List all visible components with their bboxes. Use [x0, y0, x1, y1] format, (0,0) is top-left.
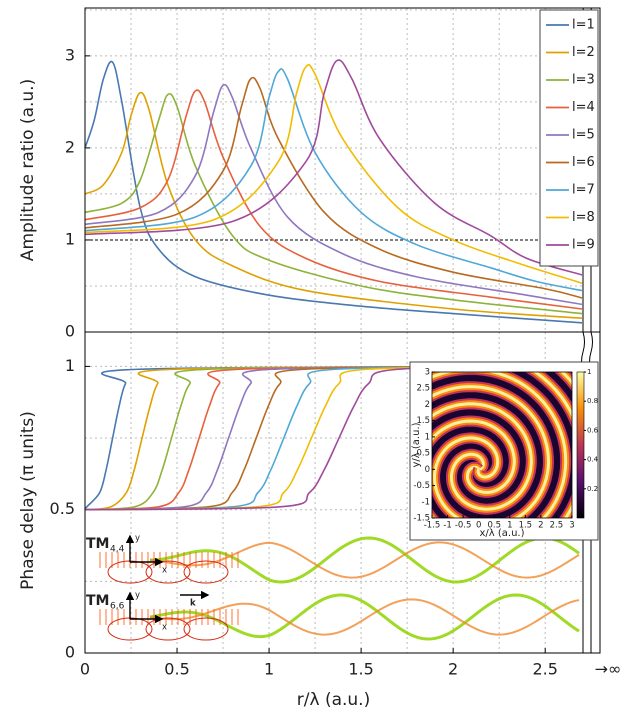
legend-label: l=1: [572, 18, 595, 33]
annotation: x: [162, 623, 167, 633]
series-line: [84, 91, 583, 319]
field-wave: [149, 541, 580, 579]
series-line: [84, 59, 583, 276]
colorbar-tick-label: 1: [587, 368, 591, 376]
inset-x-tick-label: 0: [476, 521, 481, 531]
spiral-band: [432, 372, 572, 518]
y-tick-label: 0.5: [50, 499, 75, 518]
legend-label: l=2: [572, 45, 595, 60]
inset-y-label: y/λ (a.u.): [411, 422, 422, 467]
y-tick-label: 2: [65, 137, 75, 156]
inset-spiral: [432, 372, 572, 518]
legend-label: l=4: [572, 100, 595, 115]
inset-x-tick-label: 0.5: [487, 521, 501, 531]
inset-x-tick-label: 1: [507, 521, 512, 531]
inset-x-tick-label: 2.5: [550, 521, 564, 531]
inset-x-tick-label: 3: [569, 521, 574, 531]
inset-x-tick-label: -0.5: [455, 521, 472, 531]
legend-label: l=5: [572, 128, 595, 143]
series-line: [84, 92, 583, 315]
inset-y-tick-label: -1: [422, 497, 430, 507]
tm-subscript: 4,4: [110, 545, 125, 555]
spiral-band: [432, 372, 572, 518]
inset-y-tick-label: 3: [425, 368, 430, 378]
x-tick-label: 1.5: [348, 660, 373, 679]
y-tick-label: 0: [65, 322, 75, 341]
field-wave: [149, 598, 580, 636]
field-wave: [149, 536, 580, 584]
series-line: [84, 83, 583, 306]
series-line: [84, 365, 583, 511]
annotation: y: [135, 591, 140, 601]
series-line: [84, 76, 583, 299]
series-line: [84, 365, 583, 511]
y-tick-label: 1: [65, 229, 75, 248]
colorbar-tick-label: 0.2: [587, 485, 598, 493]
inset-y-tick-label: 2.5: [416, 384, 430, 394]
annotation: y: [135, 534, 140, 544]
inset-x-tick-label: -1.5: [424, 521, 441, 531]
series-line: [84, 68, 583, 292]
axes-frame: [84, 7, 601, 333]
inset-y-tick-label: 1: [425, 432, 430, 442]
tm-label: TM: [86, 593, 109, 609]
colorbar-tick-label: 0.6: [587, 426, 599, 434]
inset-frame: [431, 371, 573, 519]
axes-frame: [84, 331, 601, 654]
field-orbit: [183, 617, 229, 641]
y-tick-label: 0: [65, 643, 75, 662]
tm-subscript: 6,6: [110, 602, 125, 612]
inset-y-tick-label: -0.5: [413, 481, 430, 491]
series-line: [84, 365, 583, 511]
legend-label: l=7: [572, 183, 595, 198]
series-line: [84, 89, 583, 310]
x-infinity-label: →∞: [595, 660, 622, 679]
y-tick-label: 3: [65, 45, 75, 64]
x-tick-label: 0: [80, 660, 90, 679]
field-orbit: [145, 560, 191, 584]
y-tick-label: 1: [65, 356, 75, 375]
inset-y-tick-label: 2: [425, 400, 430, 410]
legend-label: l=6: [572, 155, 595, 170]
y-axis-label: Amplitude ratio (a.u.): [18, 79, 38, 261]
legend-label: l=3: [572, 73, 595, 88]
x-tick-label: 2.5: [532, 660, 557, 679]
inset-y-tick-label: 0: [425, 465, 430, 475]
colorbar-tick-label: 0.8: [587, 397, 598, 405]
x-axis-label: r/λ (a.u.): [297, 690, 370, 710]
field-orbit: [145, 617, 191, 641]
inset-x-label: x/λ (a.u.): [479, 528, 524, 539]
field-wave: [149, 593, 580, 641]
x-tick-label: 1: [264, 660, 274, 679]
legend-label: l=9: [572, 238, 595, 253]
inset-y-tick-label: -1.5: [413, 514, 430, 524]
field-orbit: [183, 560, 229, 584]
annotation: x: [162, 566, 167, 576]
annotation: k: [190, 599, 196, 609]
inset-y-tick-label: 0.5: [416, 449, 430, 459]
inset-y-tick-label: 1.5: [416, 416, 430, 426]
x-tick-label: 2: [448, 660, 458, 679]
inset-x-tick-label: 1.5: [519, 521, 533, 531]
inset-x-tick-label: -1: [443, 521, 451, 531]
colorbar: [576, 371, 585, 519]
tm-label: TM: [86, 536, 109, 552]
spiral-band: [432, 372, 568, 518]
series-line: [84, 365, 583, 511]
series-line: [84, 63, 583, 284]
x-tick-label: 0.5: [164, 660, 189, 679]
y-axis-label: Phase delay (π units): [18, 411, 38, 590]
legend-label: l=8: [572, 210, 595, 225]
inset-x-tick-label: 2: [538, 521, 543, 531]
colorbar-tick-label: 0.4: [587, 456, 599, 464]
series-line: [84, 60, 583, 324]
